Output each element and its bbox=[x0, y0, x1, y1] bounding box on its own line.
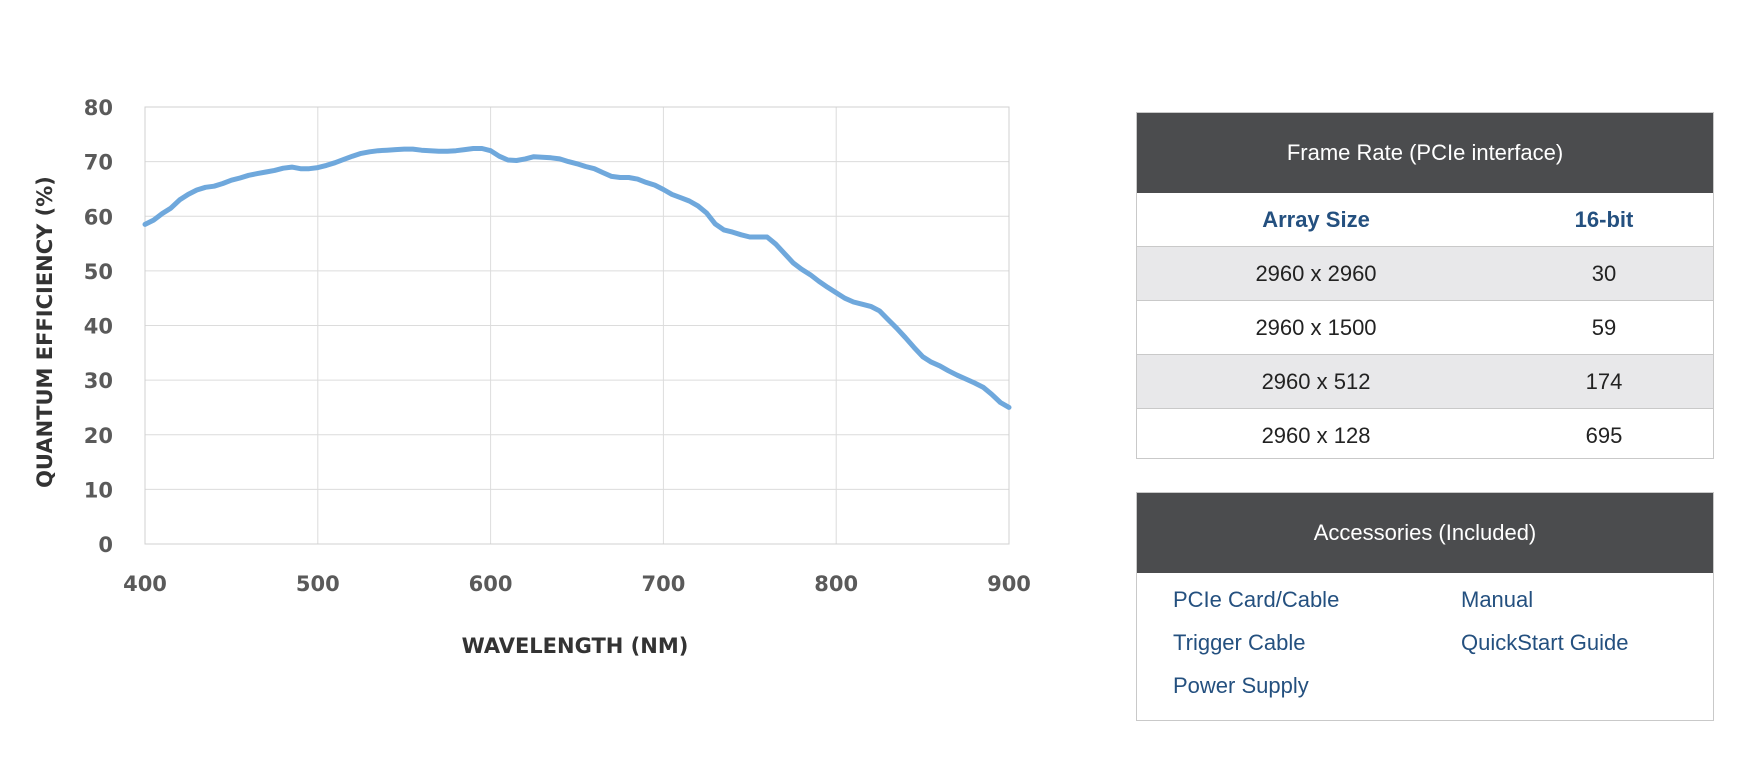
table-row: 2960 x 128 695 bbox=[1137, 408, 1713, 462]
frame-rate-table: Frame Rate (PCIe interface) Array Size 1… bbox=[1136, 112, 1714, 459]
y-tick-label: 30 bbox=[84, 369, 113, 393]
frame-rate-cell: 30 bbox=[1591, 261, 1617, 286]
accessories-list: PCIe Card/Cable Manual Trigger Cable Qui… bbox=[1137, 573, 1713, 720]
frame-rate-cell: 59 bbox=[1591, 315, 1617, 340]
x-tick-label: 600 bbox=[469, 572, 513, 596]
x-tick-label: 700 bbox=[641, 572, 685, 596]
array-size-cell: 2960 x 128 bbox=[1261, 423, 1371, 448]
y-tick-label: 60 bbox=[84, 205, 113, 229]
quantum-efficiency-chart: 0 10 20 30 40 50 60 70 80 400 500 600 700 800 900 WAV… bbox=[33, 96, 1031, 658]
array-size-cell: 2960 x 1500 bbox=[1255, 315, 1377, 340]
x-tick-label: 500 bbox=[296, 572, 340, 596]
y-axis-ticks: 0 10 20 30 40 50 60 70 80 bbox=[84, 96, 113, 557]
y-axis-title: QUANTUM EFFICIENCY (%) bbox=[33, 176, 57, 488]
y-tick-label: 40 bbox=[84, 315, 113, 339]
accessory-link-quickstart-guide[interactable]: QuickStart Guide bbox=[1461, 630, 1629, 655]
array-size-cell: 2960 x 2960 bbox=[1255, 261, 1377, 286]
y-tick-label: 10 bbox=[84, 478, 113, 502]
y-tick-label: 20 bbox=[84, 424, 113, 448]
column-header-array-size: Array Size bbox=[1262, 207, 1370, 232]
chart-grid bbox=[144, 106, 1010, 545]
chart-svg: 0 10 20 30 40 50 60 70 80 400 500 600 700 800 900 WAV… bbox=[33, 96, 1031, 658]
frame-rate-cell: 174 bbox=[1585, 369, 1623, 394]
y-tick-label: 80 bbox=[84, 96, 113, 120]
x-axis-title: WAVELENGTH (NM) bbox=[462, 634, 689, 658]
plot-area-border bbox=[144, 106, 1010, 545]
x-axis-ticks: 400 500 600 700 800 900 bbox=[123, 572, 1031, 596]
accessories-header: Accessories (Included) bbox=[1137, 493, 1713, 573]
accessory-link-trigger-cable[interactable]: Trigger Cable bbox=[1173, 630, 1306, 655]
frame-rate-header: Frame Rate (PCIe interface) bbox=[1137, 113, 1713, 193]
accessory-link-power-supply[interactable]: Power Supply bbox=[1173, 673, 1309, 698]
x-tick-label: 800 bbox=[814, 572, 858, 596]
table-row: 2960 x 512 174 bbox=[1137, 354, 1713, 408]
frame-rate-cell: 695 bbox=[1585, 423, 1623, 448]
column-header-16-bit: 16-bit bbox=[1574, 207, 1634, 232]
accessories-panel: Accessories (Included) PCIe Card/Cable M… bbox=[1136, 492, 1714, 721]
series-line-qe bbox=[142, 146, 1012, 410]
array-size-cell: 2960 x 512 bbox=[1261, 369, 1371, 394]
accessory-link-manual[interactable]: Manual bbox=[1461, 587, 1534, 612]
y-tick-label: 50 bbox=[84, 260, 113, 284]
frame-rate-column-headers: Array Size 16-bit bbox=[1137, 193, 1713, 246]
accessory-link-pcie-card-cable[interactable]: PCIe Card/Cable bbox=[1173, 587, 1340, 612]
y-tick-label: 0 bbox=[98, 533, 113, 557]
table-row: 2960 x 2960 30 bbox=[1137, 246, 1713, 300]
x-tick-label: 900 bbox=[987, 572, 1031, 596]
table-row: 2960 x 1500 59 bbox=[1137, 300, 1713, 354]
y-tick-label: 70 bbox=[84, 151, 113, 175]
x-tick-label: 400 bbox=[123, 572, 167, 596]
